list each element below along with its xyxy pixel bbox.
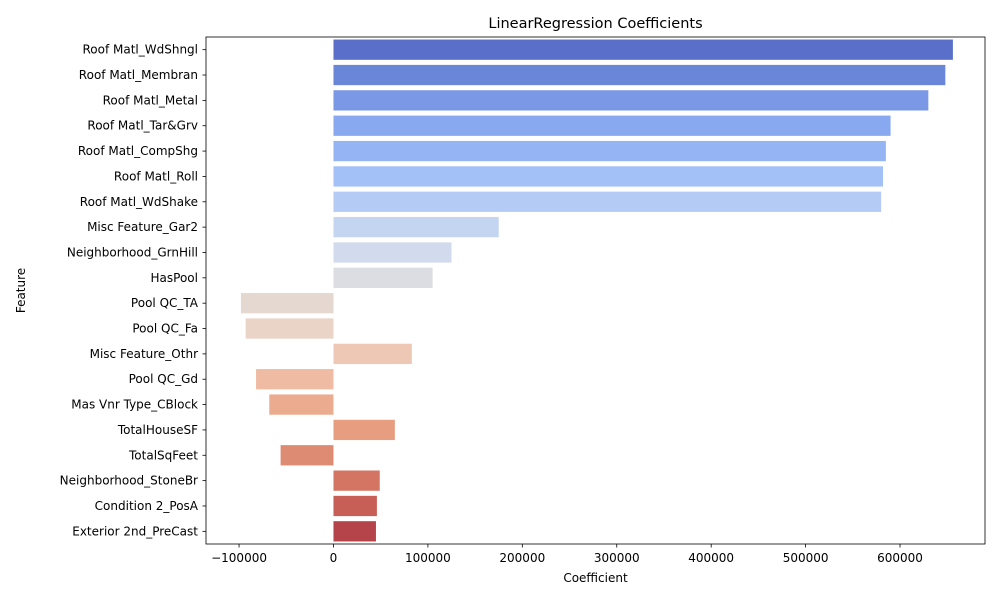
bar xyxy=(333,39,953,60)
y-tick-label: TotalHouseSF xyxy=(117,423,198,437)
y-tick-label: Roof Matl_Tar&Grv xyxy=(87,119,198,133)
bar xyxy=(256,369,334,390)
x-tick-label: −100000 xyxy=(211,551,267,565)
y-tick-label: Pool QC_Fa xyxy=(132,322,198,336)
y-tick-label: Roof Matl_Roll xyxy=(114,169,198,183)
x-ticks: −100000 0 100000 200000 300000 400000 500000 60… xyxy=(211,544,923,565)
y-tick-label: Roof Matl_WdShake xyxy=(80,195,198,209)
x-tick-label: 200000 xyxy=(499,551,545,565)
x-tick-label: 0 xyxy=(330,551,338,565)
bar xyxy=(333,267,433,288)
x-axis-label: Coefficient xyxy=(563,571,628,585)
plot-frame xyxy=(205,36,986,545)
bar xyxy=(333,216,499,238)
x-tick-label: 600000 xyxy=(877,551,923,565)
y-tick-label: Roof Matl_Membran xyxy=(79,68,198,82)
y-tick-label: HasPool xyxy=(151,271,198,285)
bar xyxy=(333,64,946,86)
y-tick-label: Exterior 2nd_PreCast xyxy=(72,524,198,538)
bar xyxy=(333,242,452,263)
y-tick-label: TotalSqFeet xyxy=(128,448,198,462)
y-tick-label: Misc Feature_Gar2 xyxy=(87,220,198,234)
bar xyxy=(333,470,380,491)
y-tick-label: Roof Matl_CompShg xyxy=(78,144,198,158)
y-tick-label: Neighborhood_StoneBr xyxy=(60,474,198,488)
x-tick-label: 500000 xyxy=(783,551,829,565)
x-tick-label: 400000 xyxy=(688,551,734,565)
bar xyxy=(333,140,886,162)
y-tick-label: Roof Matl_WdShngl xyxy=(82,43,198,57)
y-tick-label: Condition 2_PosA xyxy=(95,499,199,513)
y-tick-label: Mas Vnr Type_CBlock xyxy=(71,398,198,412)
y-axis-label: Feature xyxy=(14,268,28,313)
bar xyxy=(333,419,395,441)
bar xyxy=(280,445,334,466)
bar xyxy=(333,90,929,111)
bar xyxy=(333,495,377,517)
bar xyxy=(333,521,376,542)
y-tick-label: Neighborhood_GrnHill xyxy=(67,245,198,259)
bar xyxy=(333,343,412,365)
y-tick-label: Pool QC_TA xyxy=(131,296,199,310)
bar xyxy=(269,394,334,415)
bar xyxy=(245,318,334,339)
y-tick-label: Misc Feature_Othr xyxy=(90,347,198,361)
bar xyxy=(240,293,334,314)
y-tick-label: Roof Matl_Metal xyxy=(103,93,198,107)
bar xyxy=(333,191,882,212)
y-tick-label: Pool QC_Gd xyxy=(129,372,198,386)
x-tick-label: 300000 xyxy=(594,551,640,565)
x-tick-label: 100000 xyxy=(405,551,451,565)
chart-title: LinearRegression Coefficients xyxy=(488,16,702,32)
bars-layer xyxy=(240,39,953,542)
y-ticks: Roof Matl_WdShngl Roof Matl_Membran Roof M… xyxy=(60,43,206,538)
bar xyxy=(333,115,891,136)
bar xyxy=(333,166,884,187)
